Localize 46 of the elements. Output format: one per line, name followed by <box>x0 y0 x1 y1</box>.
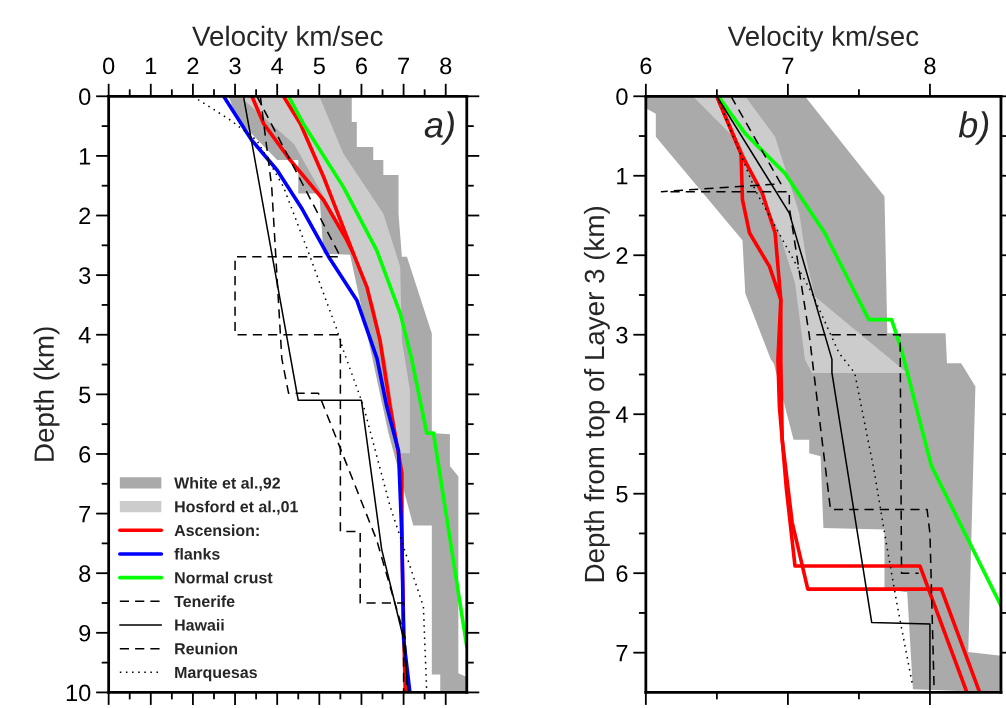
legend-label: Hawaii <box>175 619 224 631</box>
x-tick-label: 6 <box>356 57 367 75</box>
x-tick-label: 7 <box>398 57 409 75</box>
y-tick-label: 8 <box>79 565 91 582</box>
x-tick-label: 6 <box>640 57 652 75</box>
y-tick-label: 5 <box>79 386 91 404</box>
legend-label: Marquesas <box>175 666 257 682</box>
y-tick-label: 5 <box>616 486 628 503</box>
y-tick-label: 2 <box>79 207 91 225</box>
x-axis-title: Velocity km/sec <box>727 25 919 52</box>
legend-label: Normal crust <box>175 571 273 584</box>
x-tick-label: 3 <box>229 57 241 75</box>
y-axis-title: Depth (km) <box>33 327 60 461</box>
x-tick-label: 2 <box>187 57 199 75</box>
x-tick-label: 5 <box>313 57 325 75</box>
y-tick-label: 4 <box>615 406 628 423</box>
legend-label: Hosford et al.,01 <box>175 500 298 515</box>
y-axis-title: Depth from top of Layer 3 (km) <box>583 206 610 582</box>
x-axis-title: Velocity km/sec <box>192 25 383 52</box>
y-tick-label: 7 <box>79 505 91 523</box>
y-tick-label: 10 <box>66 684 91 702</box>
y-tick-label: 0 <box>79 88 91 106</box>
legend-label: Tenerife <box>174 595 235 608</box>
y-tick-label: 2 <box>616 247 628 264</box>
y-tick-label: 7 <box>616 644 628 662</box>
x-tick-label: 4 <box>271 57 284 75</box>
y-tick-label: 4 <box>78 327 91 344</box>
x-tick-label: 8 <box>924 57 936 75</box>
legend-label: Reunion <box>175 642 238 655</box>
y-tick-label: 3 <box>79 267 91 284</box>
legend-label: Ascension: <box>174 524 259 537</box>
y-tick-label: 6 <box>79 446 91 463</box>
annotation: b) <box>958 111 989 145</box>
x-tick-label: 1 <box>146 57 157 75</box>
y-tick-label: 1 <box>79 148 91 165</box>
y-tick-label: 6 <box>616 565 628 582</box>
x-tick-label: 0 <box>103 57 115 75</box>
annotation: a) <box>424 111 454 145</box>
y-tick-label: 9 <box>79 624 91 642</box>
y-tick-label: 0 <box>616 88 628 106</box>
y-tick-label: 1 <box>617 168 628 185</box>
y-tick-label: 3 <box>616 326 628 344</box>
x-tick-label: 7 <box>782 57 794 75</box>
legend-label: flanks <box>174 547 220 560</box>
x-tick-label: 8 <box>440 57 452 75</box>
legend-label: White et al.,92 <box>174 476 280 492</box>
